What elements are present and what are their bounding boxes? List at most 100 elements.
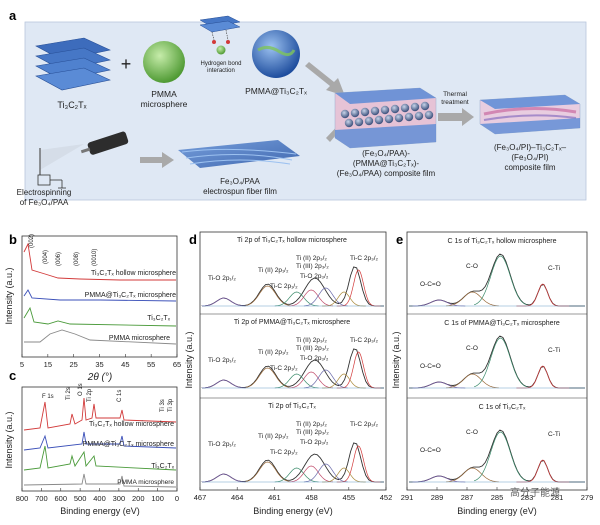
- d-subplot-title: Ti 2p of Ti₃C₂Tₓ: [268, 403, 316, 410]
- d-peak-label: Ti-C 2p₃/₂: [350, 337, 379, 344]
- e-peak-label: O-C=O: [420, 363, 441, 370]
- x-tick-label: 700: [35, 494, 48, 503]
- d-peak-label: Ti (III) 2p₃/₂: [296, 263, 329, 270]
- x-tick-label: 464: [231, 493, 244, 502]
- c-series-line: [23, 431, 177, 451]
- d-subplot-title: Ti 2p of PMMA@Ti₃C₂Tₓ microsphere: [234, 319, 350, 326]
- d-peak-label: Ti (II) 2p₃/₂: [296, 255, 327, 262]
- hbond-label-line1: Hydrogen bond: [200, 61, 241, 67]
- e-peak-label: C-Ti: [548, 347, 560, 354]
- b-legend-entry: Ti₃C₂Tₓ hollow microsphere: [91, 270, 176, 277]
- e-component-peak: [412, 299, 466, 307]
- b-peak-label: (002): [29, 234, 35, 248]
- panel-d: d Intensity (a.u.) Binding energy (eV) 4…: [184, 231, 393, 516]
- e-peak-label: C-O: [466, 263, 478, 270]
- panel-e: e Intensity (a.u.) Binding energy (eV) 2…: [391, 231, 594, 516]
- panel-b-xlabel: 2θ (°): [87, 372, 112, 383]
- panel-e-xticks: 291 289 287 285 283 281 279: [401, 487, 594, 502]
- d-component-peak: [245, 367, 290, 388]
- d-peak-label: Ti-O 2p₁/₂: [208, 357, 236, 364]
- x-tick-label: 400: [93, 494, 106, 503]
- d-peak-label: Ti-C 2p₁/₂: [270, 365, 298, 372]
- panel-d-axes: [199, 231, 387, 491]
- d-peak-label: Ti (III) 2p₃/₂: [296, 429, 329, 436]
- core-shell-label: PMMA@Ti₃C₂Tₓ: [245, 86, 307, 96]
- c-series-line: [23, 445, 177, 471]
- panel-d-xticks: 467 464 461 458 455 452: [194, 487, 393, 502]
- d-peak-label: Ti-C 2p₃/₂: [350, 421, 379, 428]
- c-legend-entry: PMMA@Ti₃C₂Tₓ microsphere: [83, 441, 174, 448]
- arrow-electrospinning: [140, 152, 174, 168]
- c-peak-label: F 1s: [42, 394, 54, 400]
- plus-sign: +: [121, 54, 132, 74]
- x-tick-label: 283: [521, 493, 534, 502]
- d-component-peak: [289, 371, 334, 389]
- b-series-line: [23, 242, 176, 281]
- d-peak-label: Ti (II) 2p₃/₂: [296, 421, 327, 428]
- x-tick-label: 25: [69, 360, 77, 369]
- x-tick-label: 600: [54, 494, 67, 503]
- composite-label-line3: (Fe₃O₄/PAA) composite film: [337, 169, 436, 178]
- x-tick-label: 455: [343, 493, 356, 502]
- d-component-peak: [202, 297, 246, 307]
- d-component-peak: [274, 373, 319, 389]
- e-component-peak: [516, 283, 570, 307]
- d-subplot-title: Ti 2p of Ti₃C₂Tₓ hollow microsphere: [237, 237, 347, 244]
- pmma-label-line1: PMMA: [151, 89, 177, 99]
- composite-label-line1: (Fe₃O₄/PAA)-: [362, 149, 410, 158]
- composite-label-line2: (PMMA@Ti₃C₂Tₓ)-: [353, 159, 419, 168]
- d-component-peak: [202, 379, 246, 389]
- x-tick-label: 291: [401, 493, 414, 502]
- c-series-line: [23, 473, 177, 488]
- d-peak-label: Ti-O 2p₁/₂: [208, 275, 236, 282]
- thermal-label-line1: Thermal: [443, 91, 467, 98]
- x-tick-label: 300: [113, 494, 126, 503]
- e-peak-label: C-O: [466, 429, 478, 436]
- fiber-label-line2: electrospun fiber film: [203, 187, 277, 196]
- e-component-peak: [446, 291, 499, 307]
- x-tick-label: 35: [95, 360, 103, 369]
- d-peak-label: Ti (II) 2p₁/₂: [258, 433, 289, 440]
- b-peak-label: (008): [74, 252, 80, 266]
- b-series-line: [24, 329, 177, 345]
- e-component-peak: [473, 431, 528, 482]
- x-tick-label: 287: [461, 493, 474, 502]
- e-component-peak: [412, 381, 466, 389]
- d-component-peak: [322, 291, 366, 307]
- electrospinning-setup-illustration: [37, 131, 129, 189]
- x-tick-label: 452: [380, 493, 393, 502]
- d-peak-label: Ti-O 2p₃/₂: [300, 439, 329, 446]
- mxene-label: Ti₃C₂Tₓ: [57, 100, 86, 110]
- e-component-peak: [516, 365, 570, 389]
- final-label-line2: (Fe₃O₄/PI): [511, 153, 549, 162]
- panel-c-peak-labels: F 1s Ti 2s O 1s Ti 2p C 1s Ti 3s Ti 3p: [42, 383, 174, 412]
- d-component-peak: [303, 463, 348, 483]
- composite-film-illustration: [334, 87, 437, 149]
- x-tick-label: 467: [194, 493, 207, 502]
- d-component-peak: [274, 467, 319, 483]
- c-series-line: [23, 397, 177, 431]
- x-tick-label: 0: [175, 494, 179, 503]
- x-tick-label: 279: [581, 493, 594, 502]
- c-legend-entry: PMMA microsphere: [117, 479, 174, 486]
- b-peak-label: (006): [56, 252, 62, 266]
- b-peak-label: (004): [43, 250, 49, 264]
- d-peak-label: Ti (II) 2p₃/₂: [296, 337, 327, 344]
- d-peak-label: Ti (II) 2p₁/₂: [258, 349, 289, 356]
- d-peak-label: Ti (III) 2p₃/₂: [296, 345, 329, 352]
- fiber-film-illustration: [178, 140, 300, 168]
- panel-c-ylabel: Intensity (a.u.): [4, 411, 14, 468]
- panel-d-xlabel: Binding energy (eV): [253, 506, 333, 516]
- panel-e-ylabel: Intensity (a.u.): [391, 331, 401, 388]
- c-peak-label: Ti 2p: [87, 388, 93, 402]
- e-component-peak: [446, 373, 499, 389]
- b-series-line: [23, 306, 177, 327]
- e-subplot-title: C 1s of Ti₃C₂Tₓ hollow microsphere: [447, 238, 556, 245]
- arrow-to-composite-top: [305, 62, 345, 96]
- final-film-illustration: [479, 94, 581, 135]
- b-legend-entry: Ti₃C₂Tₓ: [147, 315, 170, 322]
- e-component-peak: [412, 475, 466, 483]
- d-component-peak: [289, 465, 334, 483]
- panel-d-ylabel: Intensity (a.u.): [184, 331, 194, 388]
